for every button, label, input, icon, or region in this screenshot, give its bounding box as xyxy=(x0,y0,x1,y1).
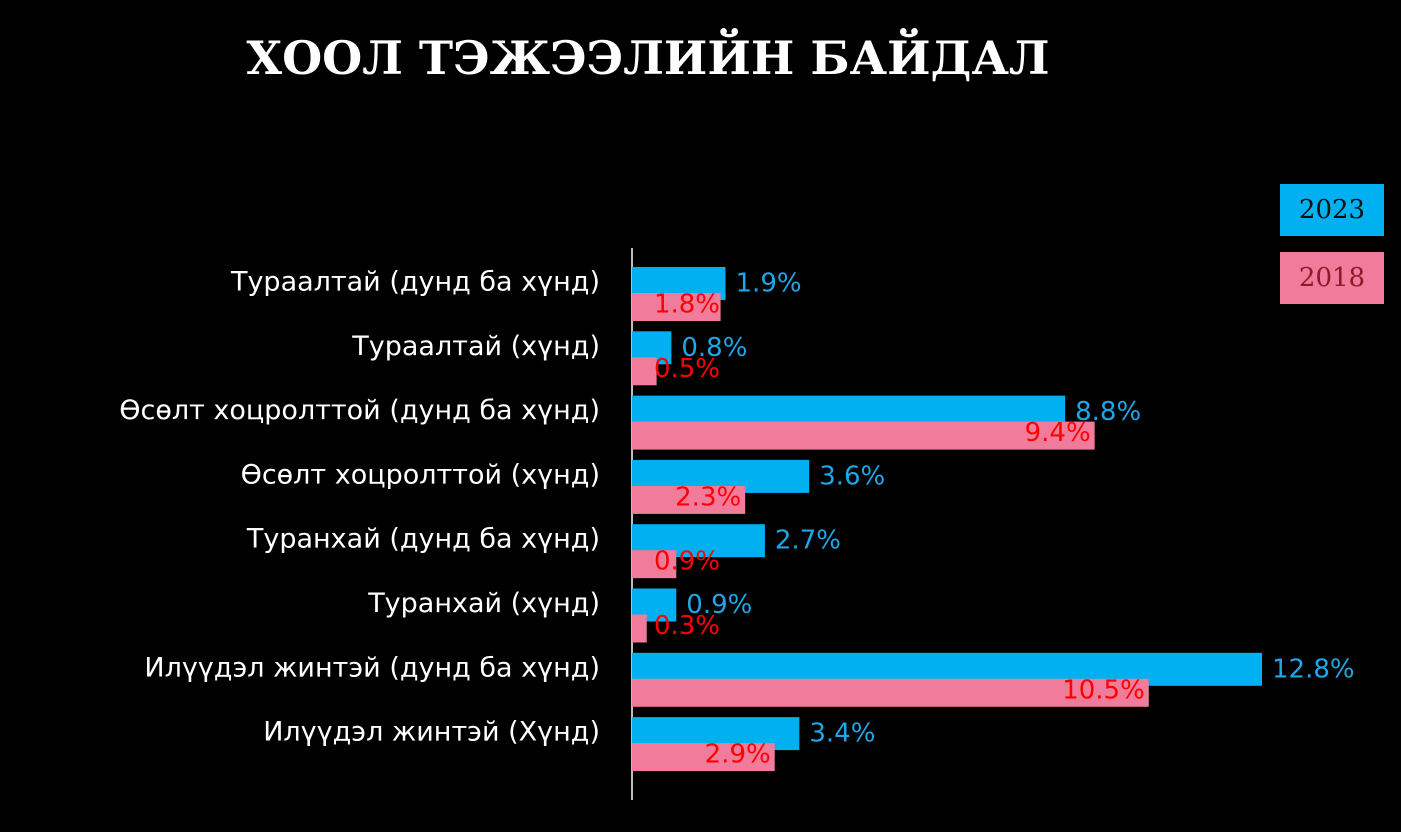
bar xyxy=(632,550,677,579)
category-label: Илүүдэл жинтэй (Хүнд) xyxy=(263,717,600,748)
bar xyxy=(632,357,657,386)
category-label: Илүүдэл жинтэй (дунд ба хүнд) xyxy=(144,652,600,683)
value-label: 0.3% xyxy=(654,611,720,641)
value-label: 3.4% xyxy=(809,719,875,749)
category-label: Туранхай (дунд ба хүнд) xyxy=(246,524,600,555)
category-label: Туранхай (хүнд) xyxy=(367,588,600,619)
bar xyxy=(632,678,1149,707)
value-label: 2.3% xyxy=(675,482,741,512)
bar xyxy=(632,421,1095,450)
bar xyxy=(632,743,775,772)
category-label: Тураалтай (хүнд) xyxy=(351,331,600,362)
value-label: 0.5% xyxy=(654,354,720,384)
value-label: 0.9% xyxy=(654,547,720,577)
value-label: 8.8% xyxy=(1075,397,1141,427)
bar xyxy=(632,614,647,643)
legend-label: 2018 xyxy=(1299,263,1365,293)
bar xyxy=(632,293,721,321)
category-label: Өсөлт хоцролттой (дунд ба хүнд) xyxy=(119,395,600,426)
value-label: 0.9% xyxy=(686,590,752,620)
legend-swatch xyxy=(1280,184,1384,236)
value-label: 10.5% xyxy=(1062,675,1145,705)
value-label: 1.8% xyxy=(654,290,720,320)
legend-label: 2023 xyxy=(1299,195,1365,225)
category-label: Өсөлт хоцролттой (хүнд) xyxy=(241,459,600,490)
value-label: 0.8% xyxy=(681,333,747,363)
category-label: Тураалтай (дунд ба хүнд) xyxy=(230,267,600,298)
value-label: 2.9% xyxy=(705,740,771,770)
value-label: 12.8% xyxy=(1272,654,1355,684)
bar xyxy=(632,485,746,514)
chart-title: ХООЛ ТЭЖЭЭЛИЙН БАЙДАЛ xyxy=(246,27,1049,85)
value-label: 2.7% xyxy=(775,526,841,556)
legend-swatch xyxy=(1280,252,1384,304)
value-label: 3.6% xyxy=(819,461,885,491)
value-label: 9.4% xyxy=(1025,418,1091,448)
value-label: 1.9% xyxy=(736,269,802,299)
